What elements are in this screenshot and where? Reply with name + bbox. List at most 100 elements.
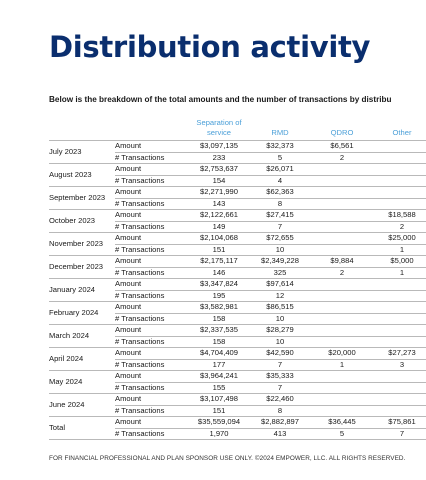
metric-label-amount: Amount <box>115 301 189 314</box>
cell-transactions-separation-of-service: 151 <box>189 405 249 417</box>
cell-amount-qdro <box>311 301 373 314</box>
cell-amount-separation-of-service: $2,271,990 <box>189 186 249 199</box>
cell-transactions-separation-of-service: 146 <box>189 267 249 279</box>
header-separation-of-service: Separation of service <box>189 118 249 141</box>
cell-amount-other: $75,861 <box>373 416 426 429</box>
cell-transactions-qdro <box>311 175 373 187</box>
cell-amount-other: $25,000 <box>373 232 426 245</box>
cell-amount-rmd: $32,373 <box>249 140 311 153</box>
cell-amount-qdro: $36,445 <box>311 416 373 429</box>
cell-amount-rmd: $72,655 <box>249 232 311 245</box>
cell-amount-separation-of-service: $3,107,498 <box>189 393 249 406</box>
table-description: Below is the breakdown of the total amou… <box>49 95 392 104</box>
cell-amount-other: $5,000 <box>373 255 426 268</box>
table-row-transactions: # Transactions 195 12 <box>49 290 426 302</box>
cell-amount-other <box>373 186 426 199</box>
metric-label-amount: Amount <box>115 186 189 199</box>
table-row-transactions: # Transactions 151 10 1 <box>49 244 426 256</box>
cell-amount-qdro <box>311 278 373 291</box>
cell-amount-rmd: $35,333 <box>249 370 311 383</box>
cell-transactions-qdro: 2 <box>311 152 373 164</box>
distribution-table: Separation of service RMD QDRO Other Jul… <box>49 118 426 440</box>
cell-transactions-rmd: 4 <box>249 175 311 187</box>
cell-transactions-other: 1 <box>373 244 426 256</box>
row-month-label: November 2023 <box>49 232 115 256</box>
cell-transactions-rmd: 7 <box>249 382 311 394</box>
distribution-table-container: Separation of service RMD QDRO Other Jul… <box>49 118 426 440</box>
cell-transactions-qdro: 2 <box>311 267 373 279</box>
row-month-label: March 2024 <box>49 324 115 348</box>
cell-amount-separation-of-service: $2,337,535 <box>189 324 249 337</box>
header-other: Other <box>373 118 426 141</box>
table-row-transactions: # Transactions 149 7 2 <box>49 221 426 233</box>
cell-amount-separation-of-service: $3,097,135 <box>189 140 249 153</box>
table-row-amount: January 2024 Amount $3,347,824 $97,614 <box>49 278 426 302</box>
metric-label-transactions: # Transactions <box>115 405 189 417</box>
header-qdro: QDRO <box>311 118 373 141</box>
cell-transactions-qdro <box>311 382 373 394</box>
row-month-label: May 2024 <box>49 370 115 394</box>
cell-amount-other <box>373 370 426 383</box>
cell-transactions-other: 7 <box>373 428 426 440</box>
table-row-amount: May 2024 Amount $3,964,241 $35,333 <box>49 370 426 394</box>
cell-transactions-other <box>373 405 426 417</box>
cell-transactions-rmd: 7 <box>249 359 311 371</box>
table-row-transactions: # Transactions 177 7 1 3 <box>49 359 426 371</box>
table-row-transactions: # Transactions 158 10 <box>49 336 426 348</box>
row-month-label: Total <box>49 416 115 440</box>
cell-amount-rmd: $26,071 <box>249 163 311 176</box>
metric-label-amount: Amount <box>115 255 189 268</box>
table-row-amount: November 2023 Amount $2,104,068 $72,655 $25,… <box>49 232 426 256</box>
cell-amount-rmd: $2,349,228 <box>249 255 311 268</box>
table-row-transactions: # Transactions 151 8 <box>49 405 426 417</box>
metric-label-transactions: # Transactions <box>115 198 189 210</box>
cell-amount-separation-of-service: $3,582,981 <box>189 301 249 314</box>
table-row-transactions: # Transactions 143 8 <box>49 198 426 210</box>
metric-label-amount: Amount <box>115 163 189 176</box>
cell-transactions-rmd: 7 <box>249 221 311 233</box>
table-row-amount: February 2024 Amount $3,582,981 $86,515 <box>49 301 426 325</box>
cell-amount-rmd: $22,460 <box>249 393 311 406</box>
table-body: July 2023 Amount $3,097,135 $32,373 $6,561 # … <box>49 140 426 440</box>
header-month <box>49 118 115 141</box>
cell-transactions-other <box>373 152 426 164</box>
cell-amount-separation-of-service: $35,559,094 <box>189 416 249 429</box>
cell-transactions-other <box>373 382 426 394</box>
cell-transactions-qdro <box>311 313 373 325</box>
table-row-amount: March 2024 Amount $2,337,535 $28,279 <box>49 324 426 348</box>
cell-amount-other <box>373 140 426 153</box>
table-row-amount: December 2023 Amount $2,175,117 $2,349,228 $… <box>49 255 426 279</box>
metric-label-transactions: # Transactions <box>115 152 189 164</box>
cell-amount-other <box>373 301 426 314</box>
cell-transactions-separation-of-service: 233 <box>189 152 249 164</box>
table-row-transactions: # Transactions 155 7 <box>49 382 426 394</box>
metric-label-transactions: # Transactions <box>115 290 189 302</box>
table-row-transactions: # Transactions 154 4 <box>49 175 426 187</box>
cell-amount-separation-of-service: $4,704,409 <box>189 347 249 360</box>
cell-amount-other <box>373 393 426 406</box>
cell-transactions-rmd: 10 <box>249 313 311 325</box>
cell-amount-qdro: $9,884 <box>311 255 373 268</box>
cell-transactions-qdro <box>311 244 373 256</box>
cell-transactions-separation-of-service: 154 <box>189 175 249 187</box>
cell-transactions-rmd: 413 <box>249 428 311 440</box>
cell-amount-separation-of-service: $3,964,241 <box>189 370 249 383</box>
header-metric <box>115 118 189 141</box>
cell-transactions-other <box>373 198 426 210</box>
cell-amount-separation-of-service: $2,175,117 <box>189 255 249 268</box>
metric-label-transactions: # Transactions <box>115 382 189 394</box>
cell-amount-rmd: $97,614 <box>249 278 311 291</box>
cell-amount-qdro <box>311 163 373 176</box>
metric-label-amount: Amount <box>115 393 189 406</box>
cell-amount-qdro: $6,561 <box>311 140 373 153</box>
cell-transactions-rmd: 12 <box>249 290 311 302</box>
copyright-footer: FOR FINANCIAL PROFESSIONAL AND PLAN SPON… <box>49 455 406 462</box>
table-row-amount: July 2023 Amount $3,097,135 $32,373 $6,561 <box>49 140 426 164</box>
cell-transactions-rmd: 8 <box>249 198 311 210</box>
cell-transactions-separation-of-service: 158 <box>189 313 249 325</box>
row-month-label: August 2023 <box>49 163 115 187</box>
table-row-amount: Total Amount $35,559,094 $2,882,897 $36,445 $… <box>49 416 426 440</box>
metric-label-transactions: # Transactions <box>115 359 189 371</box>
cell-transactions-other: 2 <box>373 221 426 233</box>
cell-transactions-other <box>373 175 426 187</box>
